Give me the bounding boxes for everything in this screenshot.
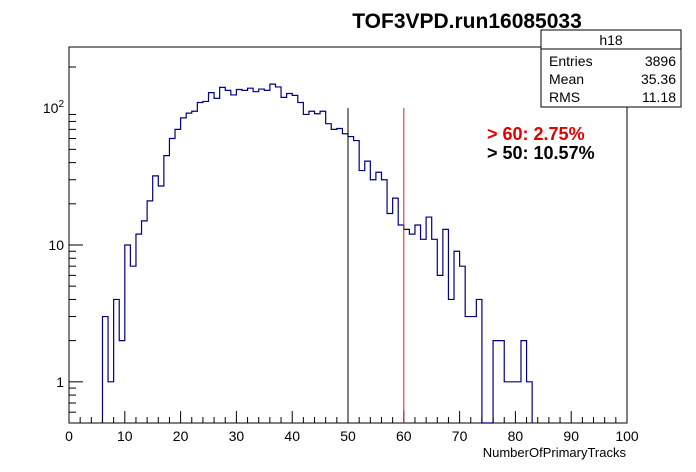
annotation-above-50: > 50: 10.57%	[487, 143, 595, 163]
stats-mean-label: Mean	[549, 71, 584, 87]
stats-mean-value: 35.36	[641, 71, 676, 87]
x-tick-label: 0	[65, 428, 73, 444]
x-tick-label: 80	[508, 428, 524, 444]
stats-box: h18 Entries 3896 Mean 35.36 RMS 11.18	[540, 29, 682, 108]
chart-title: TOF3VPD.run16085033	[352, 10, 582, 33]
x-tick-label: 70	[452, 428, 468, 444]
stats-name: h18	[599, 32, 623, 48]
x-tick-label: 30	[229, 428, 245, 444]
stats-entries-label: Entries	[549, 53, 593, 69]
x-tick-label: 90	[563, 428, 579, 444]
y-tick-label: 10	[48, 237, 64, 253]
y-tick-label: 102	[43, 99, 65, 116]
y-tick-label: 1	[56, 374, 64, 390]
stats-rms-value: 11.18	[642, 89, 676, 105]
x-axis-label: NumberOfPrimaryTracks	[483, 445, 627, 460]
annotation-above-60: > 60: 2.75%	[487, 124, 585, 144]
x-tick-label: 20	[173, 428, 189, 444]
stats-entries-value: 3896	[645, 53, 676, 69]
histogram-outline	[101, 83, 533, 424]
x-tick-label: 50	[340, 428, 356, 444]
x-tick-label: 100	[615, 428, 639, 444]
x-tick-label: 10	[117, 428, 133, 444]
x-tick-label: 60	[396, 428, 412, 444]
stats-rms-label: RMS	[549, 89, 580, 105]
x-tick-label: 40	[284, 428, 300, 444]
